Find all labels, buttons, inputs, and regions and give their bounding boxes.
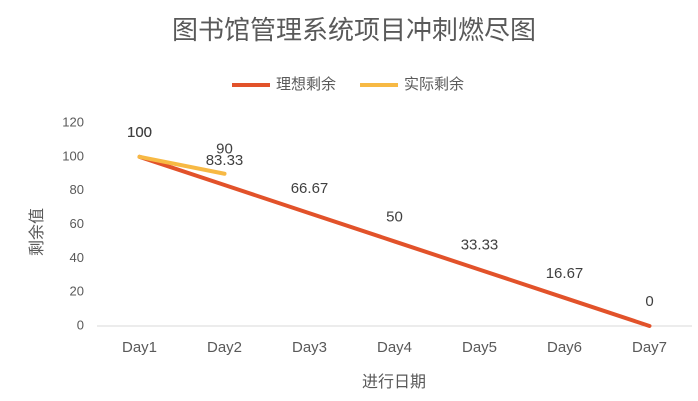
y-tick-label: 0 — [77, 317, 84, 332]
y-tick-label: 120 — [62, 114, 84, 129]
data-label: 83.33 — [206, 152, 244, 169]
x-tick-label: Day6 — [547, 339, 582, 356]
data-label: 100 — [127, 124, 152, 141]
legend-label: 理想剩余 — [276, 75, 336, 93]
x-tick-label: Day4 — [377, 339, 412, 356]
series-line — [137, 154, 227, 176]
data-label: 100 — [127, 124, 152, 141]
y-tick-label: 60 — [70, 216, 84, 231]
y-tick-label: 40 — [70, 250, 84, 265]
data-label: 0 — [645, 293, 653, 310]
x-tick-label: Day2 — [207, 339, 242, 356]
y-tick-label: 20 — [70, 284, 84, 299]
data-label: 66.67 — [291, 180, 329, 197]
legend-label: 实际剩余 — [404, 75, 464, 93]
series-line — [137, 154, 652, 328]
data-label: 33.33 — [461, 237, 499, 254]
y-tick-label: 100 — [62, 148, 84, 163]
x-tick-label: Day1 — [122, 339, 157, 356]
data-label: 16.67 — [546, 265, 584, 282]
y-tick-label: 80 — [70, 182, 84, 197]
x-tick-label: Day7 — [632, 339, 667, 356]
x-tick-label: Day5 — [462, 339, 497, 356]
data-label: 50 — [386, 208, 403, 225]
data-label: 90 — [216, 141, 233, 158]
y-axis-label: 剩余值 — [27, 208, 46, 256]
x-axis-label: 进行日期 — [362, 373, 426, 391]
chart-title: 图书馆管理系统项目冲刺燃尽图 — [172, 15, 536, 45]
x-tick-label: Day3 — [292, 339, 327, 356]
